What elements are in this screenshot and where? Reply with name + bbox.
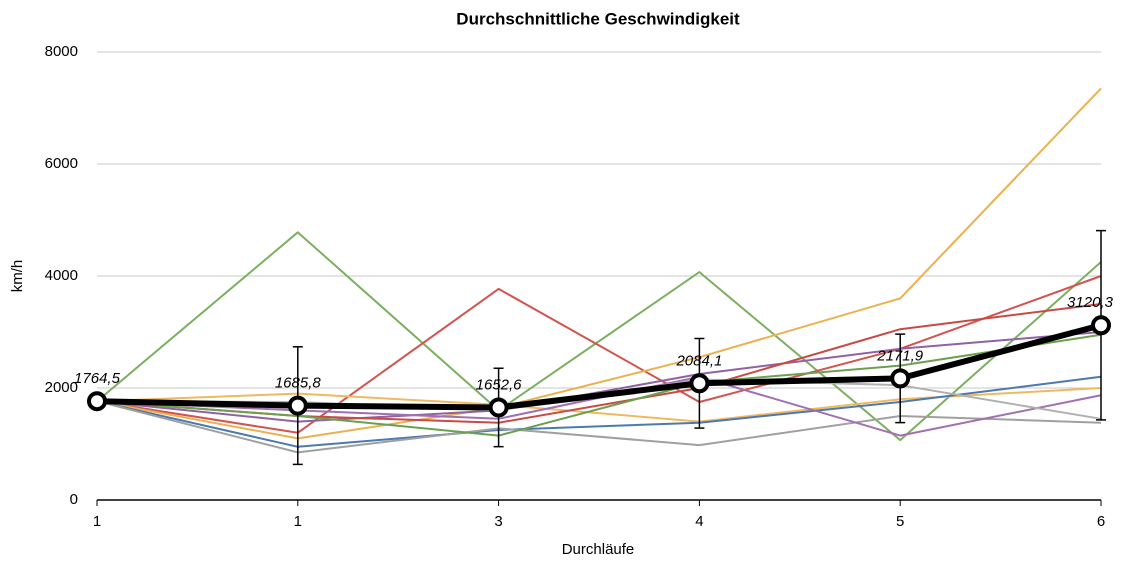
series-line <box>96 331 1102 423</box>
x-axis-label: Durchläufe <box>562 541 635 558</box>
series-line <box>96 333 1102 437</box>
average-marker <box>87 391 107 412</box>
x-tick-label: 3 <box>494 513 502 530</box>
y-tick-label: 2000 <box>45 379 78 396</box>
chart-title: Durchschnittliche Geschwindigkeit <box>456 9 740 28</box>
y-axis-label: km/h <box>9 260 26 293</box>
average-marker <box>287 395 308 416</box>
data-label: 2084,1 <box>675 352 722 369</box>
data-label: 1685,8 <box>275 375 322 392</box>
x-tick-label: 5 <box>896 513 904 530</box>
series-line <box>96 87 1102 440</box>
average-marker <box>890 368 911 389</box>
data-label: 3120,3 <box>1067 294 1114 311</box>
y-tick-label: 6000 <box>45 155 78 172</box>
y-tick-label: 0 <box>70 491 78 508</box>
average-marker <box>1091 315 1111 336</box>
x-tick-label: 1 <box>93 513 101 530</box>
x-tick-label: 6 <box>1097 513 1105 530</box>
x-tick-label: 1 <box>294 513 302 530</box>
data-label: 2171,9 <box>876 347 924 364</box>
data-label: 1652,6 <box>476 376 523 393</box>
data-label: 1764,5 <box>74 370 121 387</box>
y-tick-label: 8000 <box>45 43 78 60</box>
series-line <box>96 231 1102 442</box>
average-marker <box>488 397 509 418</box>
x-tick-label: 4 <box>695 513 703 530</box>
series-line <box>96 400 1102 454</box>
average-marker <box>689 373 710 394</box>
y-tick-label: 4000 <box>45 267 78 284</box>
series-line <box>96 275 1102 434</box>
series-line <box>96 375 1102 448</box>
average-line <box>96 322 1102 411</box>
